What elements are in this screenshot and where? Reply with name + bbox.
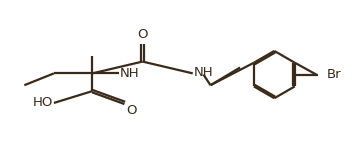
Text: NH: NH [120, 67, 139, 80]
Text: O: O [127, 104, 137, 117]
Text: O: O [137, 28, 148, 41]
Text: Br: Br [327, 68, 341, 81]
Text: HO: HO [32, 96, 53, 109]
Text: NH: NH [193, 66, 213, 79]
